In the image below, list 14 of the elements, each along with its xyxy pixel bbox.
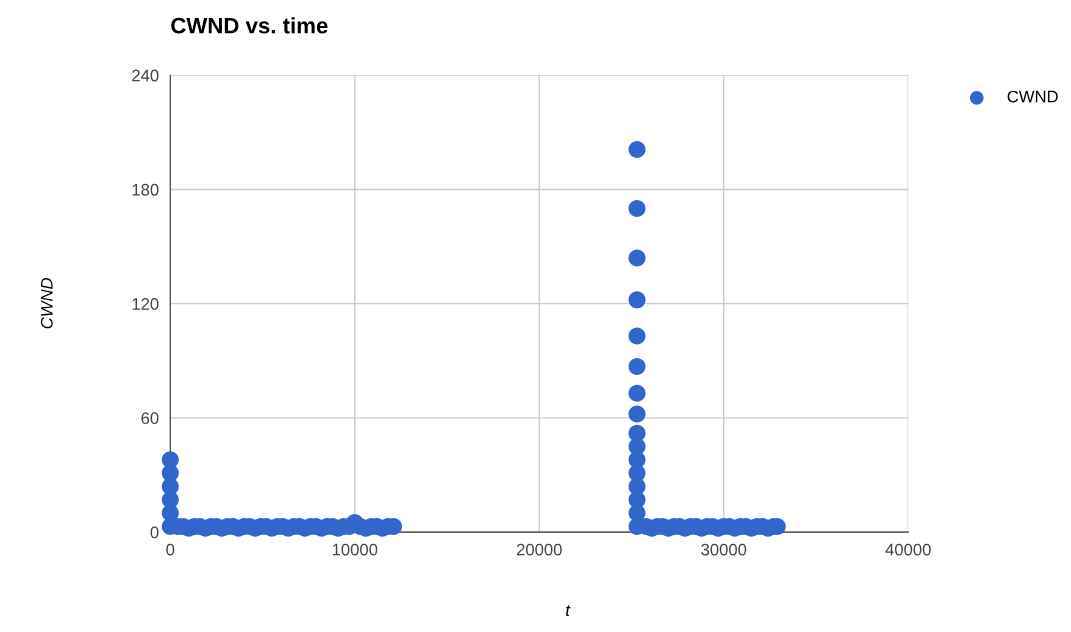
y-tick-label: 180	[132, 183, 159, 196]
x-tick-label: 0	[166, 543, 175, 556]
chart-title: CWND vs. time	[171, 17, 328, 34]
x-tick-label: 40000	[885, 543, 931, 556]
x-tick-label: 10000	[332, 543, 378, 556]
legend-label: CWND	[1007, 90, 1058, 103]
y-axis-title: CWND	[40, 277, 53, 329]
y-tick-label: 0	[150, 526, 159, 539]
x-tick-label: 20000	[516, 543, 562, 556]
x-tick-label: 30000	[701, 543, 747, 556]
x-axis-title: t	[566, 605, 571, 617]
y-tick-label: 60	[141, 412, 159, 425]
y-tick-label: 240	[132, 69, 159, 82]
y-tick-label: 120	[132, 298, 159, 310]
